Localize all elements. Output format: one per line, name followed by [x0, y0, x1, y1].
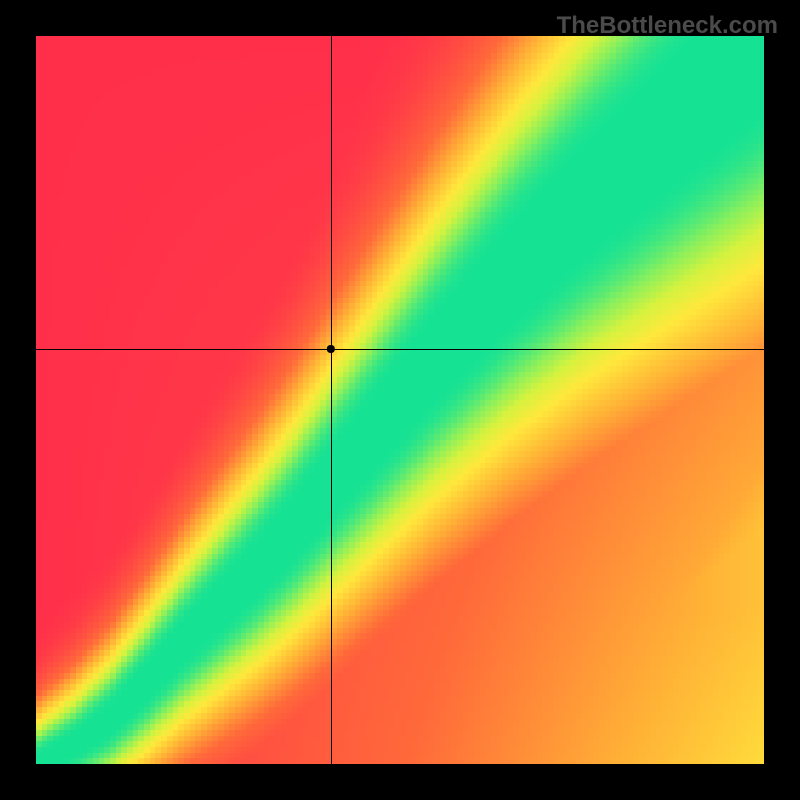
watermark-text: TheBottleneck.com [557, 12, 778, 40]
bottleneck-heatmap [36, 36, 764, 764]
chart-container: TheBottleneck.com [0, 0, 800, 800]
